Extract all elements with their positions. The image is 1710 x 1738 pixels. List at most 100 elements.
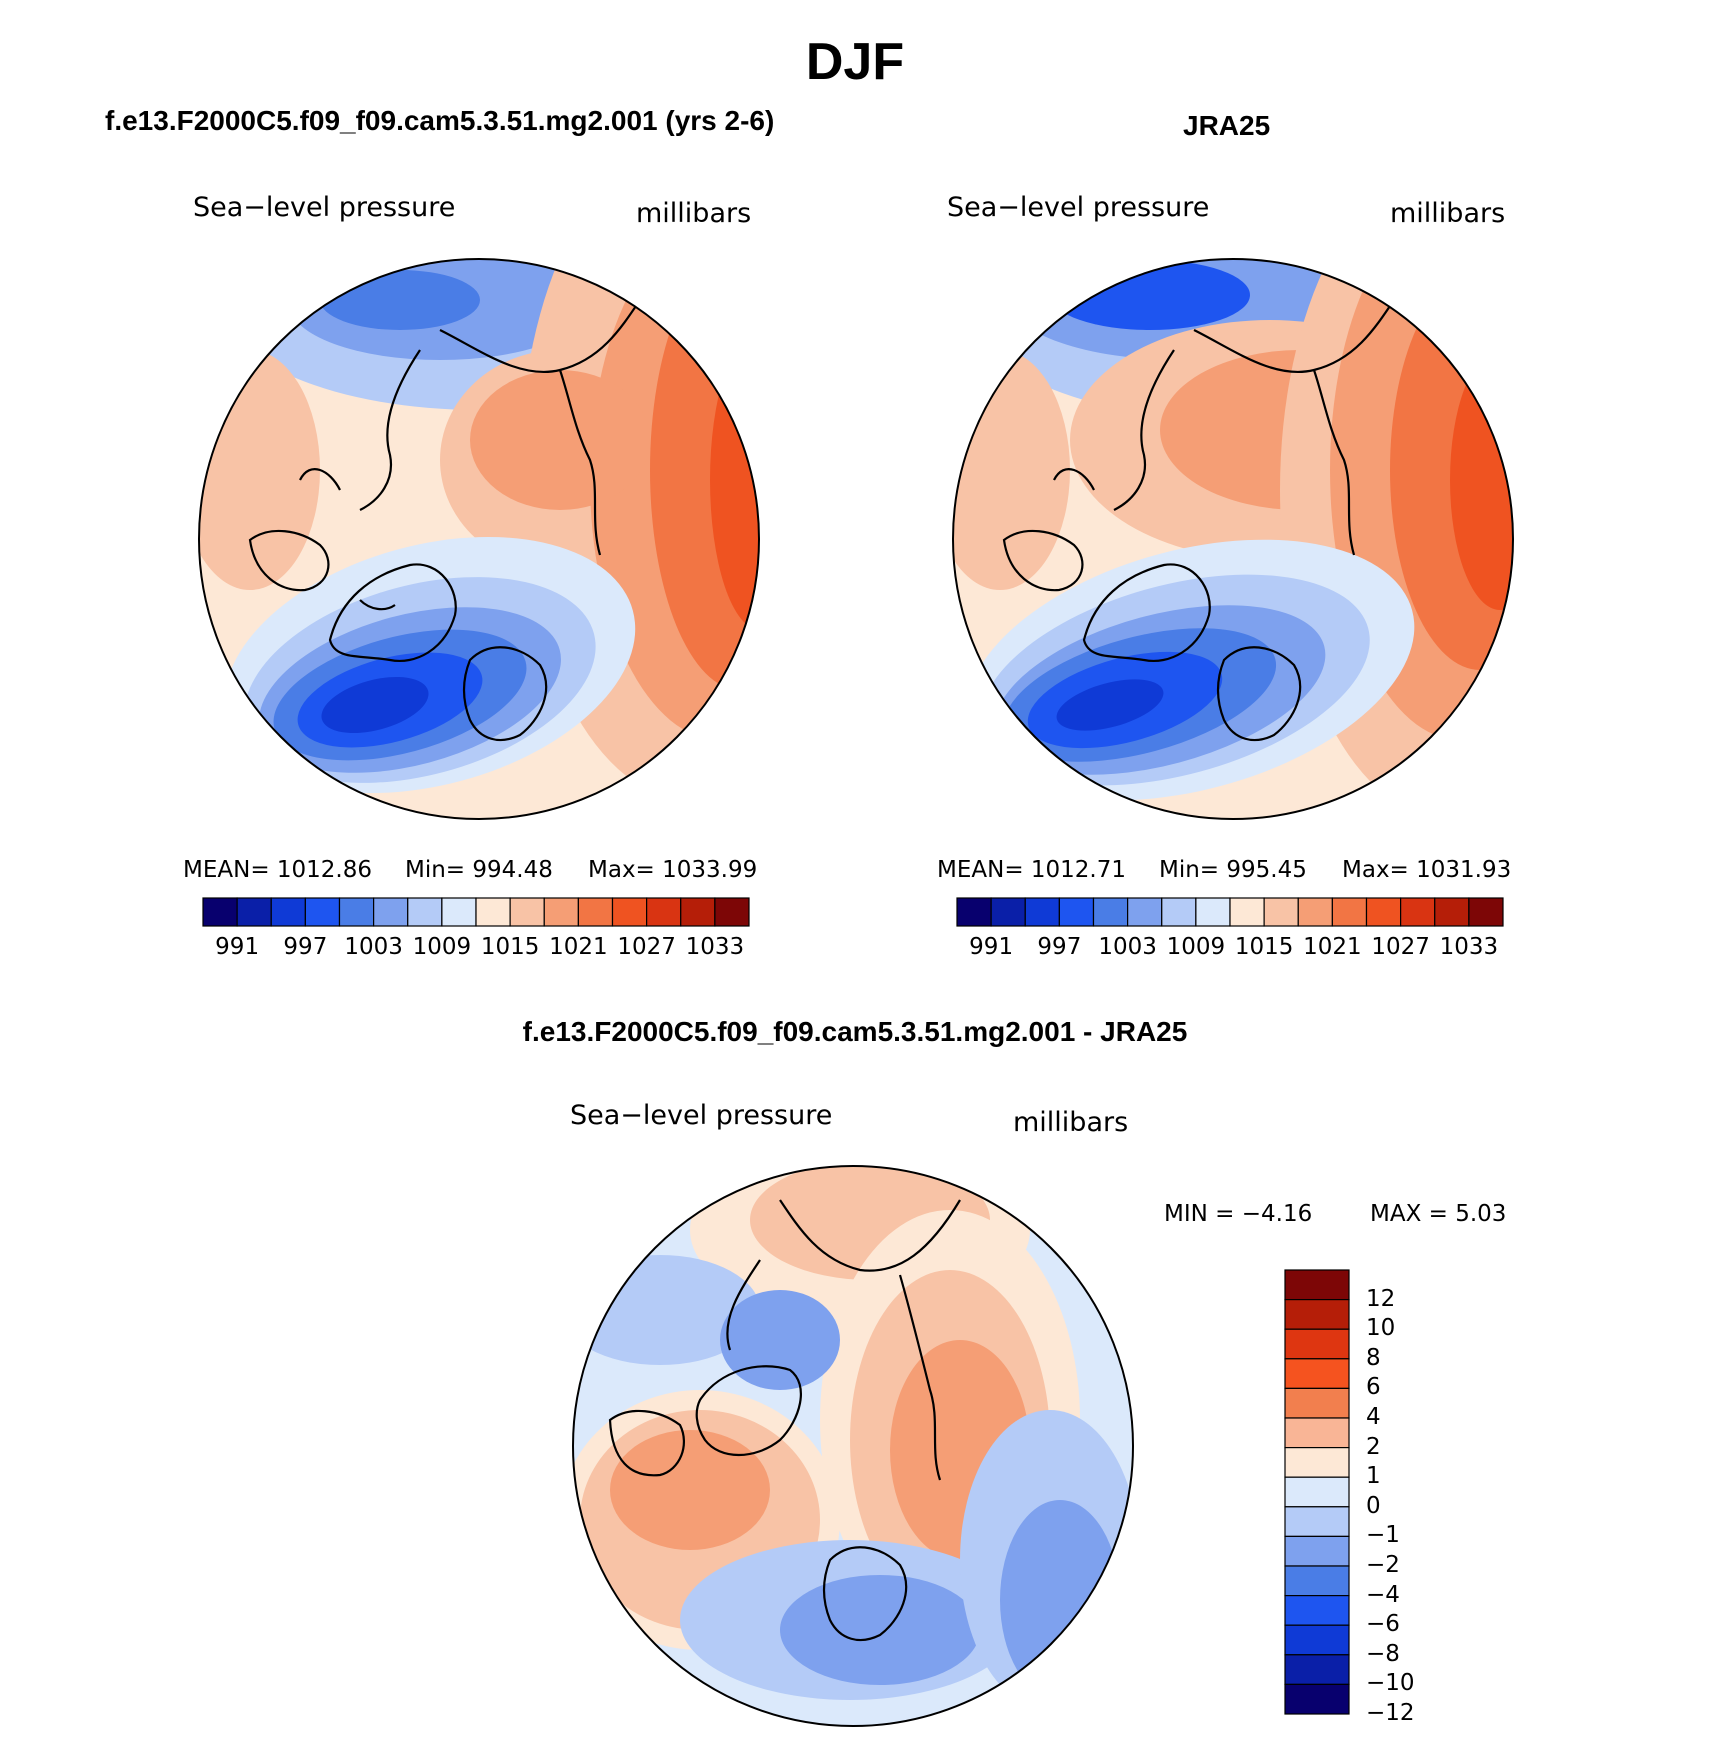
panel-diff-fill <box>573 1166 1133 1726</box>
panel-model-colorbar-swatch <box>611 897 648 927</box>
panel-diff-max: MAX = 5.03 <box>1370 1201 1507 1227</box>
panel-model-coastlines <box>248 299 641 742</box>
panel-obs-coastlines <box>1002 299 1395 742</box>
panel-obs-variable-label: Sea−level pressure <box>947 192 1210 223</box>
panel-obs-colorbar-swatch <box>1127 897 1163 927</box>
panel-diff-colorbar-tick-label: −2 <box>1366 1552 1400 1578</box>
panel-model-colorbar-swatch <box>577 897 614 927</box>
panel-diff-colorbar-tick-label: −6 <box>1366 1611 1400 1638</box>
panel-model-min: Min= 994.48 <box>405 857 553 883</box>
panel-obs-colorbar-tick-label: 1027 <box>1371 934 1430 960</box>
panel-obs-colorbar-swatch <box>1297 897 1333 927</box>
panel-obs-colorbar-swatch <box>1468 897 1504 927</box>
panel-model-colorbar-tick-label: 1009 <box>412 934 472 960</box>
panel-model-colorbar-swatch <box>714 897 750 927</box>
panel-model-colorbar-tick-label: 1033 <box>685 934 745 960</box>
panel-diff-colorbar-labels: 12 10 8 6 4 2 1 0 −1 −2 −4 −6 −8 −10 −12 <box>1360 1270 1440 1726</box>
panel-diff-colorbar-swatch <box>1284 1565 1350 1597</box>
panel-model-colorbar-tick-label: 1027 <box>617 934 676 960</box>
panel-diff-colorbar-swatch <box>1284 1595 1350 1626</box>
panel-model-colorbar-swatch <box>407 897 443 927</box>
panel-model-colorbar <box>202 897 750 927</box>
panel-model-colorbar-tick-label: 997 <box>283 934 328 960</box>
panel-model-colorbar-swatch <box>543 897 579 927</box>
panel-obs-colorbar-swatch <box>1400 897 1436 927</box>
panel-model-colorbar-swatch <box>304 897 341 927</box>
panel-diff-colorbar-swatch <box>1284 1328 1350 1360</box>
panel-obs-colorbar-tick-label: 997 <box>1037 934 1082 960</box>
panel-obs-colorbar-swatch <box>1365 897 1402 927</box>
panel-model-colorbar-tick-label: 1003 <box>344 934 403 960</box>
panel-diff-colorbar-tick-label: 4 <box>1366 1404 1381 1430</box>
panel-model-colorbar-swatch <box>202 897 238 927</box>
panel-model-subtitle: f.e13.F2000C5.f09_f09.cam5.3.51.mg2.001 … <box>105 105 775 136</box>
panel-model-map-border <box>198 258 760 820</box>
panel-diff-colorbar-swatch <box>1284 1358 1350 1390</box>
panel-obs-min: Min= 995.45 <box>1159 857 1307 883</box>
panel-diff-coastlines <box>608 1199 961 1642</box>
panel-obs-colorbar-tick-label: 1009 <box>1166 934 1226 960</box>
panel-diff-colorbar-swatch <box>1284 1387 1350 1419</box>
panel-obs-colorbar-swatch <box>1331 897 1368 927</box>
panel-model-units-label: millibars <box>636 198 752 229</box>
panel-diff-colorbar-tick-label: 6 <box>1366 1374 1381 1401</box>
panel-obs-colorbar-tick-label: 1015 <box>1234 934 1294 960</box>
panel-model-colorbar-tick-label: 1015 <box>480 934 540 960</box>
panel-obs-colorbar-swatch <box>1263 897 1299 927</box>
panel-model-max: Max= 1033.99 <box>588 857 758 883</box>
panel-model-colorbar-swatch <box>236 897 272 927</box>
panel-model-colorbar-tick-label: 991 <box>215 934 260 960</box>
panel-diff-colorbar-tick-label: −8 <box>1366 1640 1400 1667</box>
panel-obs-colorbar-swatch <box>990 897 1026 927</box>
panel-diff-colorbar-tick-label: −1 <box>1366 1522 1400 1549</box>
panel-diff-colorbar-swatch <box>1284 1476 1350 1508</box>
panel-model-colorbar-swatch <box>373 897 409 927</box>
panel-obs-max: Max= 1031.93 <box>1342 857 1512 883</box>
panel-diff-colorbar-tick-label: 10 <box>1366 1315 1396 1342</box>
panel-diff-subtitle: f.e13.F2000C5.f09_f09.cam5.3.51.mg2.001 … <box>522 1016 1188 1047</box>
panel-diff-colorbar-tick-label: 1 <box>1366 1463 1381 1490</box>
panel-diff-colorbar-tick-label: −12 <box>1366 1700 1415 1726</box>
panel-diff-colorbar-swatch <box>1284 1654 1350 1685</box>
panel-model-mean: MEAN= 1012.86 <box>183 857 373 883</box>
panel-diff-units-label: millibars <box>1013 1107 1129 1138</box>
panel-diff-colorbar-tick-label: −10 <box>1366 1670 1415 1697</box>
panel-diff-colorbar-swatch <box>1284 1683 1350 1715</box>
panel-model-variable-label: Sea−level pressure <box>193 192 456 223</box>
panel-diff-colorbar-tick-label: −4 <box>1366 1581 1400 1608</box>
panel-diff-map-border <box>572 1165 1134 1727</box>
panel-obs-colorbar-swatch <box>1229 897 1265 927</box>
panel-model-colorbar-tick-label: 1021 <box>549 934 608 960</box>
panel-obs-colorbar <box>956 897 1504 927</box>
panel-diff-colorbar-tick-label: 0 <box>1366 1492 1381 1519</box>
panel-obs-colorbar-tick-label: 991 <box>969 934 1014 960</box>
panel-model-colorbar-swatch <box>646 897 682 927</box>
panel-obs-colorbar-swatch <box>1161 897 1197 927</box>
panel-model-fill <box>199 259 759 819</box>
panel-obs-map-border <box>952 258 1514 820</box>
panel-obs-colorbar-swatch <box>1092 897 1129 927</box>
panel-obs-mean: MEAN= 1012.71 <box>937 857 1127 883</box>
panel-diff-colorbar-tick-label: 8 <box>1366 1344 1381 1371</box>
panel-diff-colorbar-swatch <box>1284 1506 1350 1538</box>
panel-diff-min: MIN = −4.16 <box>1164 1201 1313 1227</box>
panel-obs-colorbar-tick-label: 1003 <box>1098 934 1157 960</box>
panel-obs-subtitle: JRA25 <box>1183 110 1271 141</box>
panel-obs-colorbar-swatch <box>1434 897 1470 927</box>
panel-obs-colorbar-swatch <box>1058 897 1095 927</box>
panel-obs-colorbar-tick-label: 1021 <box>1303 934 1362 960</box>
panel-diff-colorbar-tick-label: 12 <box>1366 1285 1396 1312</box>
panel-model-colorbar-swatch <box>680 897 716 927</box>
panel-obs-colorbar-swatch <box>956 897 992 927</box>
panel-model-colorbar-swatch <box>338 897 375 927</box>
panel-diff-colorbar-swatch <box>1284 1624 1350 1656</box>
panel-diff-colorbar <box>1284 1269 1350 1715</box>
panel-model-colorbar-labels: 991 997 1003 1009 1015 1021 1027 1033 <box>203 934 749 964</box>
panel-obs-units-label: millibars <box>1390 198 1506 229</box>
panel-obs-colorbar-swatch <box>1195 897 1231 927</box>
panel-model-colorbar-swatch <box>270 897 306 927</box>
panel-obs-colorbar-swatch <box>1024 897 1060 927</box>
panel-model-colorbar-swatch <box>475 897 511 927</box>
panel-diff-colorbar-swatch <box>1284 1535 1350 1567</box>
panel-diff-colorbar-swatch <box>1284 1447 1350 1478</box>
